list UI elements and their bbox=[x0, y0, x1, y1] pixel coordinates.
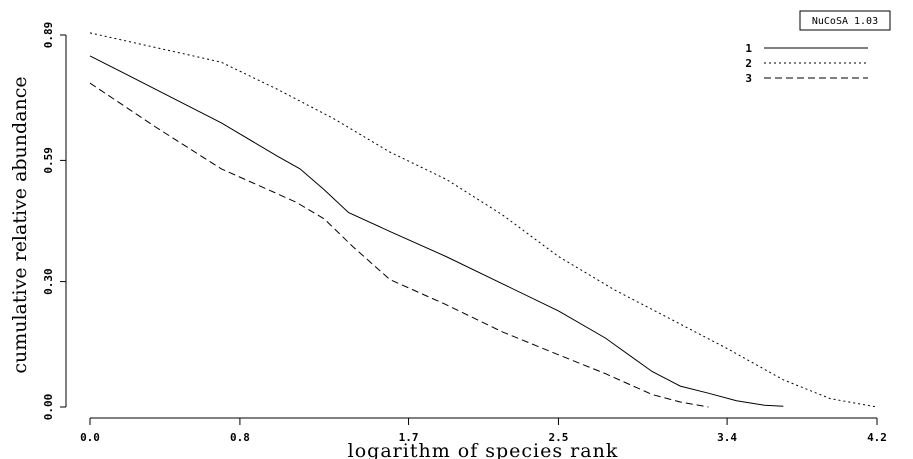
plot-lines bbox=[89, 32, 878, 408]
y-axis-title: cumulative relative abundance bbox=[9, 76, 31, 373]
legend-label: 3 bbox=[745, 72, 752, 85]
x-tick-label: 1.7 bbox=[399, 431, 419, 444]
series-2-line bbox=[89, 32, 878, 408]
series-1-line bbox=[89, 55, 784, 407]
series-3-line bbox=[89, 82, 709, 408]
version-badge-text: NuCoSA 1.03 bbox=[812, 16, 878, 27]
legend-label: 1 bbox=[745, 42, 752, 55]
y-tick-label: 0.00 bbox=[42, 394, 55, 421]
x-tick-label: 2.5 bbox=[549, 431, 569, 444]
y-tick-label: 0.89 bbox=[42, 22, 55, 49]
axes: 0.0 0.8 1.7 2.5 3.4 4.2 0.00 0.30 0.59 0.89 bbox=[42, 22, 887, 444]
legend-label: 2 bbox=[745, 57, 752, 70]
x-tick-label: 3.4 bbox=[717, 431, 737, 444]
legend: 1 2 3 bbox=[745, 42, 868, 85]
x-tick-label: 0.8 bbox=[230, 431, 250, 444]
x-axis-title: logarithm of species rank bbox=[348, 440, 619, 459]
version-badge: NuCoSA 1.03 bbox=[799, 10, 891, 31]
y-tick-label: 0.59 bbox=[42, 147, 55, 174]
x-tick-label: 4.2 bbox=[867, 431, 887, 444]
version-badge-box bbox=[799, 10, 891, 31]
x-tick-label: 0.0 bbox=[80, 431, 100, 444]
y-tick-label: 0.30 bbox=[42, 268, 55, 295]
